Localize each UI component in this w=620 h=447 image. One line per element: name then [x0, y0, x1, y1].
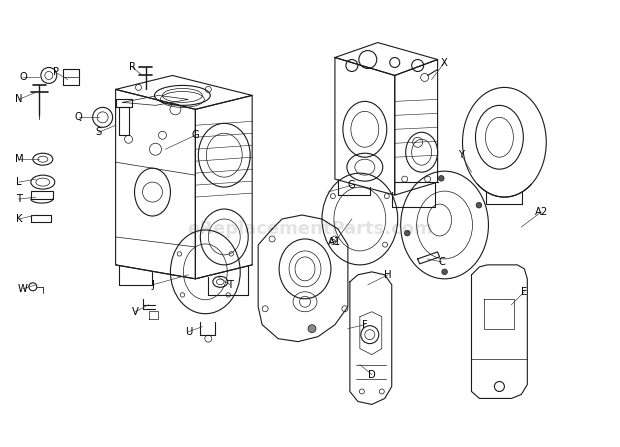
- Text: C: C: [438, 257, 445, 267]
- Text: Q: Q: [75, 112, 82, 122]
- Text: X: X: [441, 58, 448, 67]
- Text: N: N: [15, 94, 23, 105]
- Circle shape: [476, 202, 482, 208]
- Text: J: J: [151, 280, 154, 290]
- Text: M: M: [15, 154, 23, 164]
- Text: T: T: [16, 194, 22, 204]
- Text: T: T: [228, 280, 233, 290]
- Text: O: O: [19, 72, 27, 82]
- Text: V: V: [132, 307, 139, 317]
- Text: P: P: [53, 67, 59, 77]
- Text: L: L: [16, 177, 22, 187]
- Text: S: S: [95, 127, 102, 137]
- Text: D: D: [368, 370, 376, 380]
- Text: F: F: [362, 320, 368, 330]
- Circle shape: [442, 269, 448, 274]
- Text: R: R: [129, 63, 136, 72]
- Text: H: H: [384, 270, 391, 280]
- Text: G: G: [348, 180, 356, 190]
- Text: A1: A1: [329, 237, 342, 247]
- Circle shape: [404, 230, 410, 236]
- Text: eReplacementParts.com: eReplacementParts.com: [187, 220, 433, 238]
- Text: E: E: [521, 287, 528, 297]
- Text: A2: A2: [534, 207, 548, 217]
- Text: K: K: [16, 214, 22, 224]
- Text: U: U: [185, 327, 192, 337]
- Circle shape: [438, 176, 444, 181]
- Text: G: G: [192, 130, 199, 140]
- Text: Y: Y: [459, 150, 464, 160]
- Circle shape: [308, 325, 316, 333]
- Text: W: W: [18, 284, 28, 294]
